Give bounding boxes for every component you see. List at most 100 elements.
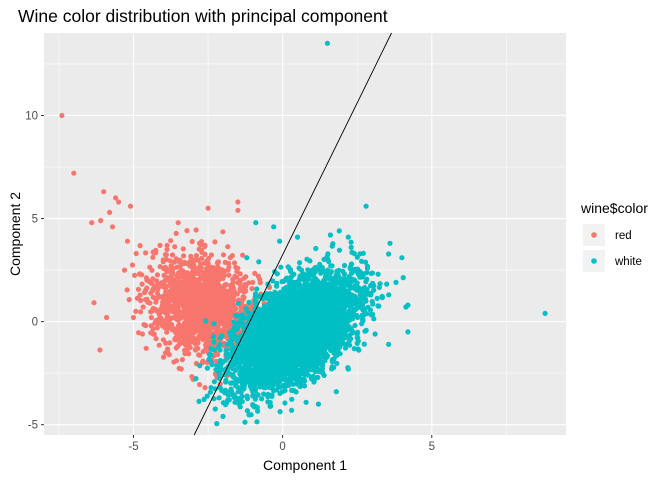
point-red — [127, 297, 132, 302]
point-red — [174, 308, 179, 313]
point-red — [235, 208, 240, 213]
point-red — [184, 228, 189, 233]
point-white — [197, 363, 202, 368]
point-red — [200, 327, 205, 332]
point-red — [204, 288, 209, 293]
point-white — [274, 284, 279, 289]
point-red — [138, 309, 143, 314]
point-red — [186, 351, 191, 356]
point-red — [224, 308, 229, 313]
point-red — [165, 302, 170, 307]
point-red — [163, 310, 168, 315]
point-red — [164, 252, 169, 257]
point-red — [180, 357, 185, 362]
point-red — [258, 280, 263, 285]
point-red — [184, 261, 189, 266]
point-white — [297, 260, 302, 265]
point-red — [155, 272, 160, 277]
point-red — [197, 353, 202, 358]
point-white — [254, 286, 259, 291]
point-red — [195, 278, 200, 283]
point-white — [246, 300, 251, 305]
point-red — [188, 274, 193, 279]
point-red — [174, 345, 179, 350]
point-white — [362, 342, 367, 347]
point-white — [206, 357, 211, 362]
point-red — [207, 295, 212, 300]
point-red — [165, 346, 170, 351]
point-red — [143, 250, 148, 255]
point-red — [210, 313, 215, 318]
point-red — [89, 220, 94, 225]
point-white — [242, 420, 247, 425]
point-red — [157, 243, 162, 248]
point-red — [225, 244, 230, 249]
point-red — [220, 285, 225, 290]
point-red — [140, 282, 145, 287]
point-white — [384, 282, 389, 287]
point-white — [386, 251, 391, 256]
point-red — [181, 253, 186, 258]
point-white — [289, 397, 294, 402]
point-white — [329, 263, 334, 268]
point-red — [178, 315, 183, 320]
point-white — [228, 381, 233, 386]
point-red — [135, 296, 140, 301]
point-red — [157, 343, 162, 348]
point-red — [241, 297, 246, 302]
point-white — [196, 399, 201, 404]
point-red — [134, 251, 139, 256]
point-red — [154, 336, 159, 341]
point-white — [211, 334, 216, 339]
point-red — [226, 273, 231, 278]
point-red — [241, 276, 246, 281]
point-white — [212, 379, 217, 384]
point-white — [193, 376, 198, 381]
point-red — [256, 274, 261, 279]
point-red — [150, 276, 155, 281]
point-red — [173, 336, 178, 341]
point-red — [164, 320, 169, 325]
point-white — [325, 251, 330, 256]
point-red — [174, 231, 179, 236]
point-white — [349, 240, 354, 245]
point-red — [214, 327, 219, 332]
point-red — [194, 253, 199, 258]
point-red — [193, 322, 198, 327]
point-red — [250, 280, 255, 285]
point-white — [288, 380, 293, 385]
point-red — [217, 316, 222, 321]
point-red — [122, 268, 127, 273]
point-red — [190, 287, 195, 292]
point-red — [91, 300, 96, 305]
point-red — [190, 239, 195, 244]
point-red — [141, 304, 146, 309]
point-red — [210, 280, 215, 285]
point-red — [174, 358, 179, 363]
point-red — [137, 272, 142, 277]
point-red — [215, 352, 220, 357]
point-red — [151, 250, 156, 255]
point-red — [185, 290, 190, 295]
point-red — [197, 241, 202, 246]
point-white — [359, 259, 364, 264]
point-white — [256, 392, 261, 397]
point-red — [231, 280, 236, 285]
point-white — [233, 368, 238, 373]
point-red — [215, 260, 220, 265]
point-red — [231, 294, 236, 299]
point-red — [235, 199, 240, 204]
point-red — [159, 306, 164, 311]
point-red — [132, 273, 137, 278]
point-white — [209, 362, 214, 367]
point-red — [161, 257, 166, 262]
chart-title: Wine color distribution with principal c… — [18, 6, 388, 26]
point-red — [175, 265, 180, 270]
point-red — [155, 325, 160, 330]
point-red — [145, 278, 150, 283]
point-white — [334, 361, 339, 366]
point-red — [193, 327, 198, 332]
point-red — [230, 253, 235, 258]
